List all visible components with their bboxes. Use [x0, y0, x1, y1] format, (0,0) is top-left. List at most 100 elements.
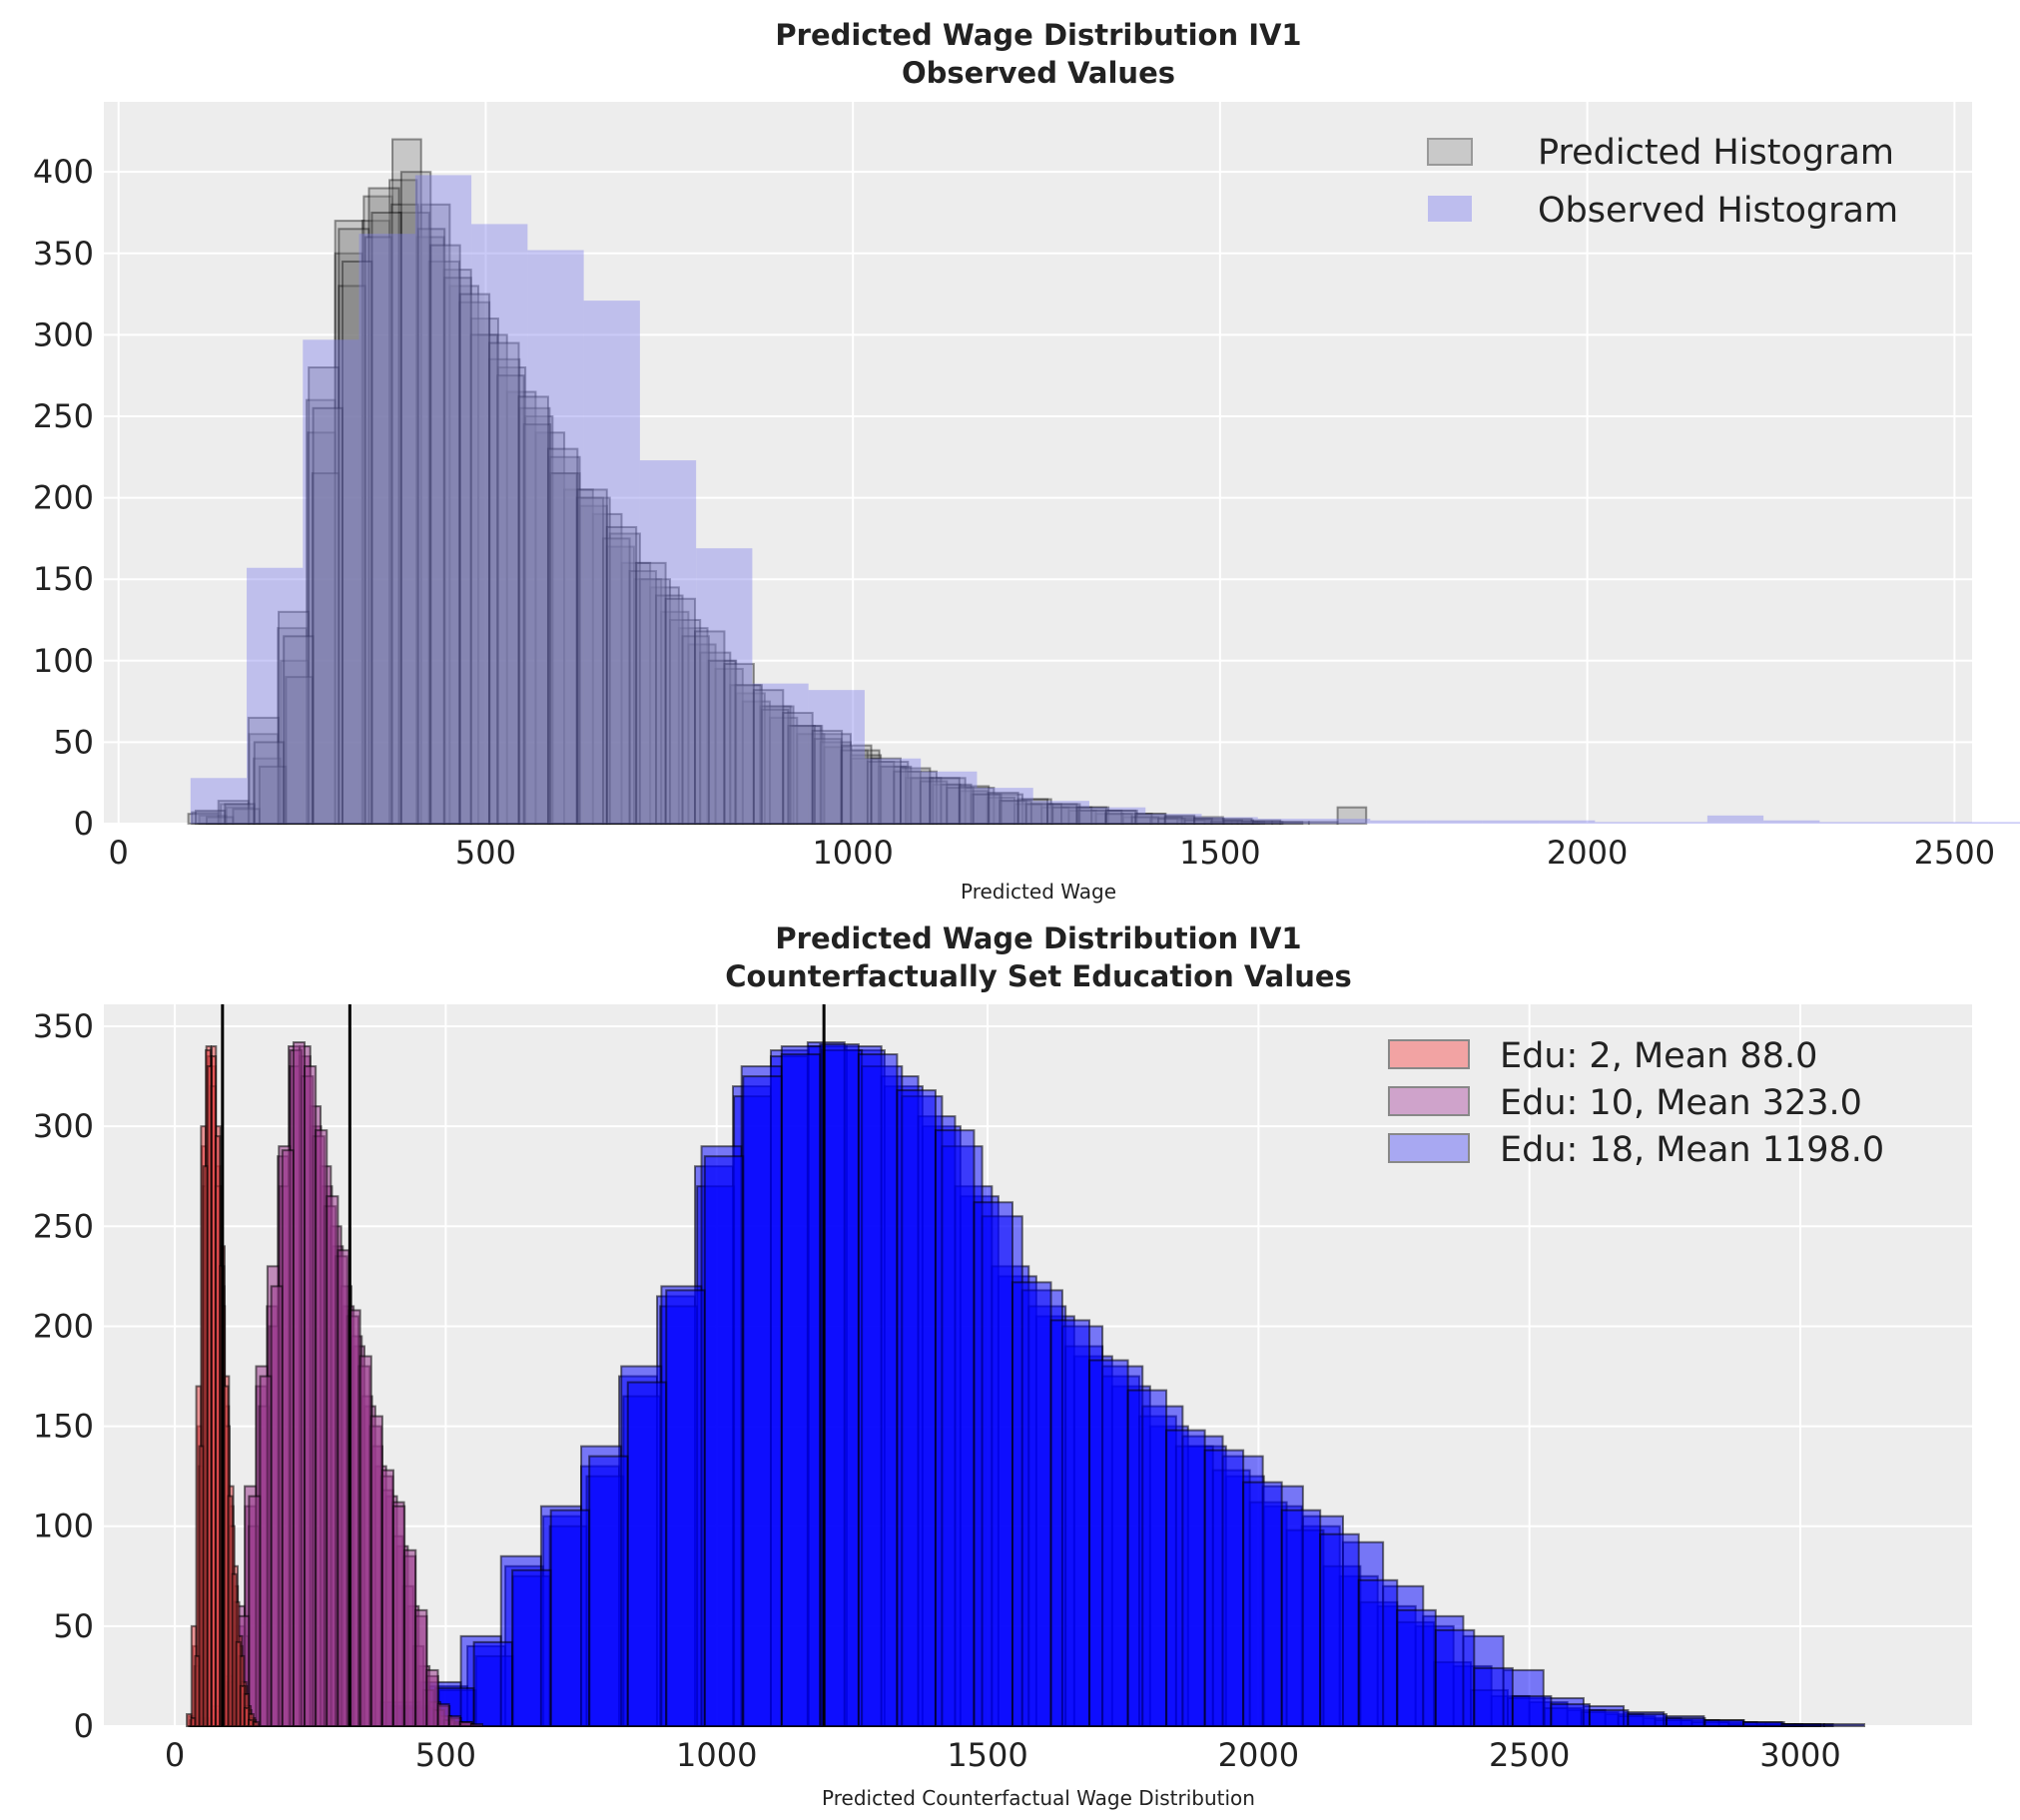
histogram-bar	[789, 725, 822, 825]
histogram-bar	[849, 754, 883, 826]
legend-patch	[1388, 1133, 1470, 1163]
histogram-bar	[248, 733, 280, 825]
histogram-bar	[988, 791, 1019, 825]
y-tick-label: 250	[33, 397, 94, 435]
histogram-bar	[964, 787, 996, 825]
histogram-bar	[308, 366, 340, 825]
histogram-bar	[205, 816, 235, 826]
histogram-bar	[496, 366, 527, 825]
histogram-bar	[1029, 803, 1063, 825]
histogram-bar	[534, 431, 566, 825]
histogram-bar	[370, 211, 402, 826]
histogram-bar	[292, 1041, 307, 1727]
histogram-bar	[477, 333, 508, 825]
histogram-bar	[448, 285, 480, 825]
histogram-bar	[1230, 821, 1260, 825]
histogram-bar	[1426, 820, 1483, 824]
histogram-bar	[1145, 814, 1202, 824]
histogram-bar	[392, 1505, 406, 1728]
histogram-bar	[1336, 806, 1368, 825]
histogram-bar	[763, 705, 795, 826]
x-tick-label: 0	[109, 834, 129, 872]
histogram-bar	[471, 224, 528, 825]
histogram-bar	[1180, 818, 1213, 825]
histogram-bar	[787, 725, 816, 825]
counterfactual-histogram-edu-1	[203, 1041, 484, 1728]
histogram-bar	[993, 793, 1024, 826]
histogram-bar	[1242, 1481, 1283, 1728]
histogram-bar	[1550, 1702, 1591, 1727]
counterfactual-histogram-edu-0	[190, 1055, 255, 1728]
legend-label-predicted: Predicted Histogram	[1538, 133, 1894, 173]
legend-label: Edu: 2, Mean 88.0	[1500, 1036, 1817, 1076]
histogram-bar	[681, 635, 711, 826]
histogram-bar	[1049, 803, 1081, 825]
histogram-bar	[524, 414, 554, 825]
gridlines	[104, 102, 1972, 825]
histogram-bar	[878, 760, 910, 825]
top-axes: Predicted Wage Distribution IV1 Observed…	[33, 18, 2020, 904]
histogram-bar	[626, 1381, 668, 1727]
histogram-bar	[1279, 821, 1310, 825]
histogram-bar	[857, 1053, 899, 1727]
histogram-bar	[578, 504, 608, 825]
histogram-bar	[1107, 809, 1138, 825]
histogram-bar	[390, 203, 419, 826]
histogram-bar	[1931, 822, 1989, 824]
histogram-bar	[1588, 1708, 1630, 1727]
histogram-bar	[1165, 1429, 1206, 1728]
histogram-bar	[1251, 821, 1284, 825]
histogram-bar	[546, 447, 579, 825]
histogram-bar	[1250, 819, 1282, 826]
histogram-bar	[808, 690, 865, 824]
bottom-x-axis-label: Predicted Counterfactual Wage Distributi…	[822, 1786, 1255, 1810]
histogram-bar	[334, 220, 365, 825]
y-tick-label: 350	[33, 1007, 94, 1045]
top-x-axis-label: Predicted Wage	[961, 880, 1116, 904]
histogram-bar	[419, 203, 451, 826]
y-tick-label: 200	[33, 479, 94, 517]
histogram-bar	[367, 187, 400, 825]
histogram-bar	[1271, 821, 1304, 825]
histogram-bar	[760, 708, 790, 826]
y-tick-label: 350	[33, 235, 94, 273]
histogram-bar	[388, 179, 418, 825]
histogram-bar	[312, 406, 344, 825]
histogram-bar	[496, 374, 525, 825]
counterfactual-histogram-edu-2	[395, 1043, 1822, 1728]
histogram-bar	[1434, 1628, 1476, 1728]
histogram-bar	[442, 269, 472, 826]
histogram-bar	[1482, 820, 1540, 824]
histogram-bar	[1665, 1716, 1706, 1727]
histogram-bar	[469, 317, 499, 825]
histogram-bar	[1104, 813, 1133, 826]
histogram-bar	[399, 171, 432, 825]
y-tick-label: 150	[33, 560, 94, 598]
x-tick-label: 2500	[1489, 1736, 1570, 1774]
histogram-bar	[583, 301, 640, 824]
histogram-bar	[1032, 801, 1089, 824]
x-tick-label: 2500	[1914, 834, 1995, 872]
histogram-bar	[224, 803, 256, 825]
histogram-bar	[1511, 1694, 1553, 1728]
histogram-bar	[1193, 816, 1224, 826]
histogram-bar	[893, 770, 922, 826]
histogram-bar	[1024, 803, 1054, 825]
histogram-bar	[664, 597, 697, 826]
histogram-bar	[708, 659, 737, 825]
histogram-bar	[769, 716, 799, 826]
histogram-bar	[1473, 1666, 1514, 1728]
histogram-bar	[1240, 821, 1274, 825]
observed-histogram	[190, 175, 2020, 825]
histogram-bar	[303, 339, 359, 824]
histogram-bar	[905, 777, 935, 826]
histogram-bar	[977, 788, 1033, 824]
histogram-bar	[243, 1706, 251, 1728]
histogram-bar	[896, 1089, 937, 1727]
histogram-bar	[1183, 819, 1213, 826]
histogram-bar	[575, 496, 605, 825]
histogram-bar	[187, 813, 220, 826]
histogram-bar	[669, 618, 702, 825]
histogram-bar	[1988, 822, 2020, 824]
